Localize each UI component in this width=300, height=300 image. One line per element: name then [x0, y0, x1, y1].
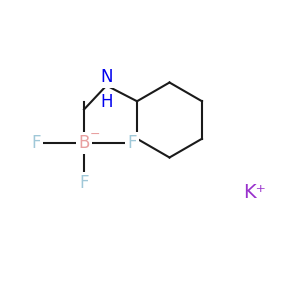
- Text: N: N: [100, 68, 113, 85]
- Text: F: F: [127, 134, 137, 152]
- Text: F: F: [31, 134, 41, 152]
- Text: K⁺: K⁺: [244, 182, 266, 202]
- Text: F: F: [79, 174, 89, 192]
- Text: −: −: [90, 128, 101, 141]
- Text: H: H: [100, 93, 113, 111]
- Text: B: B: [78, 134, 90, 152]
